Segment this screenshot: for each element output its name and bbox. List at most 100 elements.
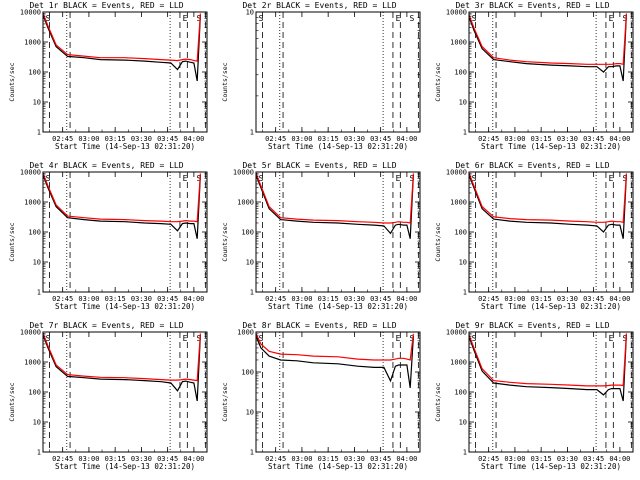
interval-flag: S: [623, 334, 628, 343]
x-tick-label: 03:30: [557, 135, 578, 143]
y-tick-label: 1000: [450, 359, 467, 367]
y-tick-label: 10: [459, 99, 467, 107]
y-tick-label: 100: [241, 229, 254, 237]
y-tick-label: 1: [463, 449, 467, 457]
y-tick-label: 10: [246, 9, 254, 17]
x-tick-label: 04:00: [183, 455, 204, 463]
interval-flag: S: [410, 14, 415, 23]
x-tick-label: 03:30: [344, 135, 365, 143]
interval-flag: S: [410, 174, 415, 183]
x-tick-label: 02:45: [478, 295, 499, 303]
interval-flag: E: [609, 334, 614, 343]
x-axis-label: Start Time (14-Sep-13 02:31:20): [268, 462, 408, 471]
y-tick-label: 1: [37, 289, 41, 297]
y-tick-label: 1: [250, 129, 254, 137]
y-tick-label: 100: [28, 229, 41, 237]
x-tick-label: 03:15: [531, 295, 552, 303]
x-tick-label: 04:00: [396, 295, 417, 303]
plot-frame: [42, 171, 208, 293]
interval-flag: S: [259, 334, 264, 343]
x-tick-label: 04:00: [183, 135, 204, 143]
x-tick-label: 03:15: [531, 455, 552, 463]
y-tick-label: 10000: [446, 169, 467, 177]
chart-title: Det 5r BLACK = Events, RED = LLD: [242, 161, 397, 170]
lld-series-line: [468, 333, 627, 387]
x-tick-label: 03:45: [157, 455, 178, 463]
x-axis-label: Start Time (14-Sep-13 02:31:20): [268, 302, 408, 311]
events-series-line: [255, 174, 414, 239]
interval-flag: E: [183, 334, 188, 343]
chart-panel: Det 7r BLACK = Events, RED = LLD Counts/s…: [0, 320, 213, 480]
y-tick-label: 10000: [233, 169, 254, 177]
x-tick-label: 03:30: [131, 455, 152, 463]
events-series-line: [42, 14, 201, 82]
y-tick-label: 10: [33, 259, 41, 267]
x-tick-label: 02:45: [265, 295, 286, 303]
chart-panel: Det 5r BLACK = Events, RED = LLD Counts/s…: [213, 160, 426, 320]
y-tick-label: 1000: [24, 199, 41, 207]
interval-flag: E: [396, 174, 401, 183]
y-tick-label: 1000: [24, 359, 41, 367]
x-axis-label: Start Time (14-Sep-13 02:31:20): [55, 462, 195, 471]
y-tick-label: 10: [459, 419, 467, 427]
y-tick-label: 1000: [24, 39, 41, 47]
x-tick-label: 04:00: [609, 455, 630, 463]
x-tick-label: 03:15: [105, 135, 126, 143]
interval-flag: S: [259, 174, 264, 183]
interval-flag: E: [609, 174, 614, 183]
x-tick-label: 04:00: [396, 135, 417, 143]
chart-title: Det 4r BLACK = Events, RED = LLD: [29, 161, 184, 170]
events-series-line: [468, 174, 627, 239]
y-tick-label: 1: [37, 449, 41, 457]
x-tick-label: 04:00: [183, 295, 204, 303]
x-tick-label: 03:45: [370, 135, 391, 143]
x-tick-label: 03:45: [583, 455, 604, 463]
x-tick-label: 04:00: [396, 455, 417, 463]
events-series-line: [468, 334, 627, 402]
x-axis-label: Start Time (14-Sep-13 02:31:20): [55, 142, 195, 151]
x-tick-label: 03:00: [504, 455, 525, 463]
x-tick-label: 02:45: [52, 455, 73, 463]
plot-frame: [468, 11, 634, 133]
interval-flag: S: [259, 14, 264, 23]
interval-flag: E: [183, 14, 188, 23]
x-tick-label: 02:45: [478, 135, 499, 143]
interval-flag: E: [609, 14, 614, 23]
y-tick-label: 10: [246, 259, 254, 267]
chart-panel: Det 3r BLACK = Events, RED = LLD Counts/s…: [426, 0, 639, 160]
chart-title: Det 8r BLACK = Events, RED = LLD: [242, 321, 397, 330]
x-tick-label: 03:00: [291, 455, 312, 463]
interval-flag: S: [46, 14, 51, 23]
interval-flag: S: [197, 334, 202, 343]
chart-title: Det 9r BLACK = Events, RED = LLD: [455, 321, 610, 330]
y-tick-label: 1000: [237, 199, 254, 207]
lld-series-line: [468, 173, 627, 224]
events-series-line: [42, 174, 201, 239]
lld-series-line: [42, 173, 201, 223]
lld-series-line: [468, 13, 627, 66]
x-tick-label: 03:15: [318, 455, 339, 463]
interval-flag: S: [623, 14, 628, 23]
chart-panel: Det 6r BLACK = Events, RED = LLD Counts/s…: [426, 160, 639, 320]
x-tick-label: 03:30: [344, 455, 365, 463]
plot-frame: [42, 11, 208, 133]
x-tick-label: 03:00: [504, 295, 525, 303]
y-tick-label: 10000: [446, 329, 467, 337]
plot-frame: [255, 11, 421, 133]
x-axis-label: Start Time (14-Sep-13 02:31:20): [55, 302, 195, 311]
x-tick-label: 03:00: [504, 135, 525, 143]
plot-frame: [468, 331, 634, 453]
y-tick-label: 100: [28, 69, 41, 77]
x-tick-label: 02:45: [478, 455, 499, 463]
x-tick-label: 03:15: [318, 135, 339, 143]
x-tick-label: 03:45: [583, 135, 604, 143]
y-tick-label: 100: [241, 369, 254, 377]
y-tick-label: 1: [37, 129, 41, 137]
chart-panel: Det 1r BLACK = Events, RED = LLD Counts/s…: [0, 0, 213, 160]
